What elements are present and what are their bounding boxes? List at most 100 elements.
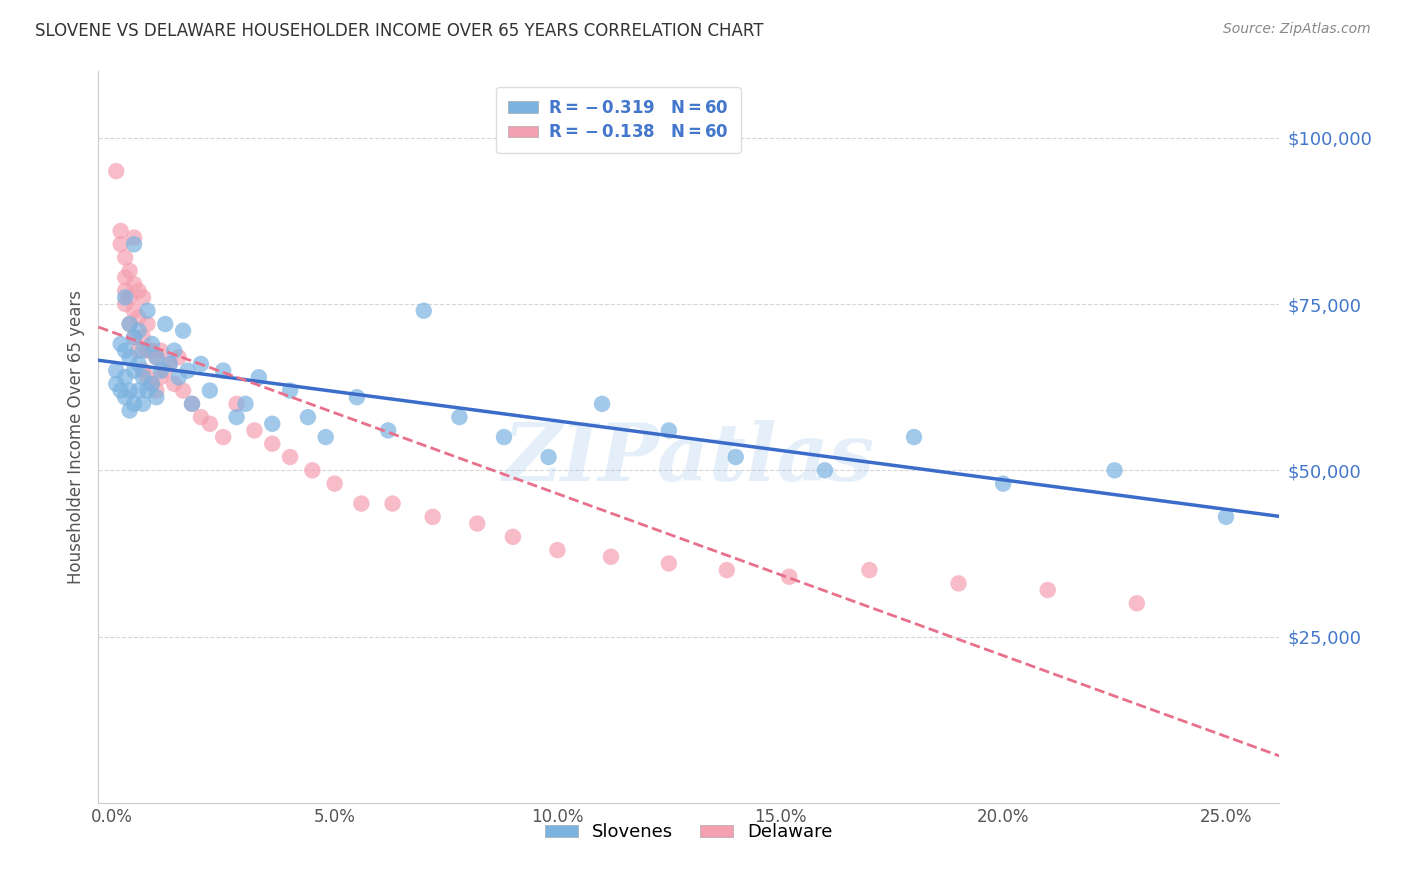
Point	[145, 384, 167, 398]
Point	[163, 343, 186, 358]
Point	[948, 576, 970, 591]
Text: SLOVENE VS DELAWARE HOUSEHOLDER INCOME OVER 65 YEARS CORRELATION CHART: SLOVENE VS DELAWARE HOUSEHOLDER INCOME O…	[35, 22, 763, 40]
Point	[136, 343, 159, 358]
Point	[141, 337, 163, 351]
Point	[118, 290, 141, 304]
Point	[114, 290, 136, 304]
Point	[262, 417, 284, 431]
Point	[114, 251, 136, 265]
Point	[600, 549, 623, 564]
Point	[159, 357, 181, 371]
Point	[122, 237, 145, 252]
Text: ZIPatlas: ZIPatlas	[503, 420, 875, 498]
Point	[181, 397, 204, 411]
Point	[991, 476, 1014, 491]
Point	[118, 317, 141, 331]
Point	[212, 430, 235, 444]
Point	[122, 397, 145, 411]
Point	[658, 557, 681, 571]
Point	[323, 476, 346, 491]
Point	[132, 343, 155, 358]
Point	[128, 343, 150, 358]
Point	[105, 363, 128, 377]
Point	[172, 384, 194, 398]
Point	[198, 384, 221, 398]
Point	[190, 357, 212, 371]
Point	[132, 330, 155, 344]
Point	[136, 317, 159, 331]
Point	[122, 330, 145, 344]
Point	[114, 270, 136, 285]
Point	[145, 351, 167, 365]
Point	[128, 284, 150, 298]
Point	[105, 164, 128, 178]
Point	[118, 317, 141, 331]
Point	[778, 570, 800, 584]
Point	[167, 370, 190, 384]
Legend: Slovenes, Delaware: Slovenes, Delaware	[538, 816, 839, 848]
Point	[141, 343, 163, 358]
Text: Source: ZipAtlas.com: Source: ZipAtlas.com	[1223, 22, 1371, 37]
Point	[149, 343, 172, 358]
Point	[132, 363, 155, 377]
Point	[136, 303, 159, 318]
Point	[114, 343, 136, 358]
Point	[114, 390, 136, 404]
Point	[243, 424, 266, 438]
Point	[105, 376, 128, 391]
Point	[198, 417, 221, 431]
Point	[235, 397, 257, 411]
Point	[262, 436, 284, 450]
Point	[128, 357, 150, 371]
Point	[163, 376, 186, 391]
Point	[118, 384, 141, 398]
Point	[128, 384, 150, 398]
Point	[278, 450, 301, 464]
Point	[297, 410, 319, 425]
Point	[301, 463, 323, 477]
Point	[537, 450, 560, 464]
Point	[502, 530, 524, 544]
Point	[122, 230, 145, 244]
Point	[1036, 582, 1059, 597]
Point	[149, 363, 172, 377]
Point	[149, 370, 172, 384]
Point	[132, 370, 155, 384]
Point	[155, 363, 177, 377]
Point	[136, 384, 159, 398]
Point	[122, 363, 145, 377]
Point	[190, 410, 212, 425]
Point	[225, 410, 247, 425]
Point	[136, 370, 159, 384]
Point	[122, 303, 145, 318]
Point	[118, 403, 141, 417]
Point	[181, 397, 204, 411]
Point	[128, 324, 150, 338]
Point	[658, 424, 681, 438]
Point	[1126, 596, 1149, 610]
Point	[114, 297, 136, 311]
Point	[716, 563, 738, 577]
Point	[1104, 463, 1126, 477]
Point	[110, 337, 132, 351]
Point	[449, 410, 471, 425]
Point	[278, 384, 301, 398]
Point	[225, 397, 247, 411]
Point	[118, 264, 141, 278]
Point	[377, 424, 399, 438]
Point	[350, 497, 373, 511]
Y-axis label: Householder Income Over 65 years: Householder Income Over 65 years	[67, 290, 86, 584]
Point	[159, 357, 181, 371]
Point	[141, 376, 163, 391]
Point	[412, 303, 434, 318]
Point	[132, 397, 155, 411]
Point	[114, 370, 136, 384]
Point	[141, 376, 163, 391]
Point	[247, 370, 270, 384]
Point	[814, 463, 837, 477]
Point	[346, 390, 368, 404]
Point	[145, 390, 167, 404]
Point	[122, 330, 145, 344]
Point	[724, 450, 747, 464]
Point	[110, 384, 132, 398]
